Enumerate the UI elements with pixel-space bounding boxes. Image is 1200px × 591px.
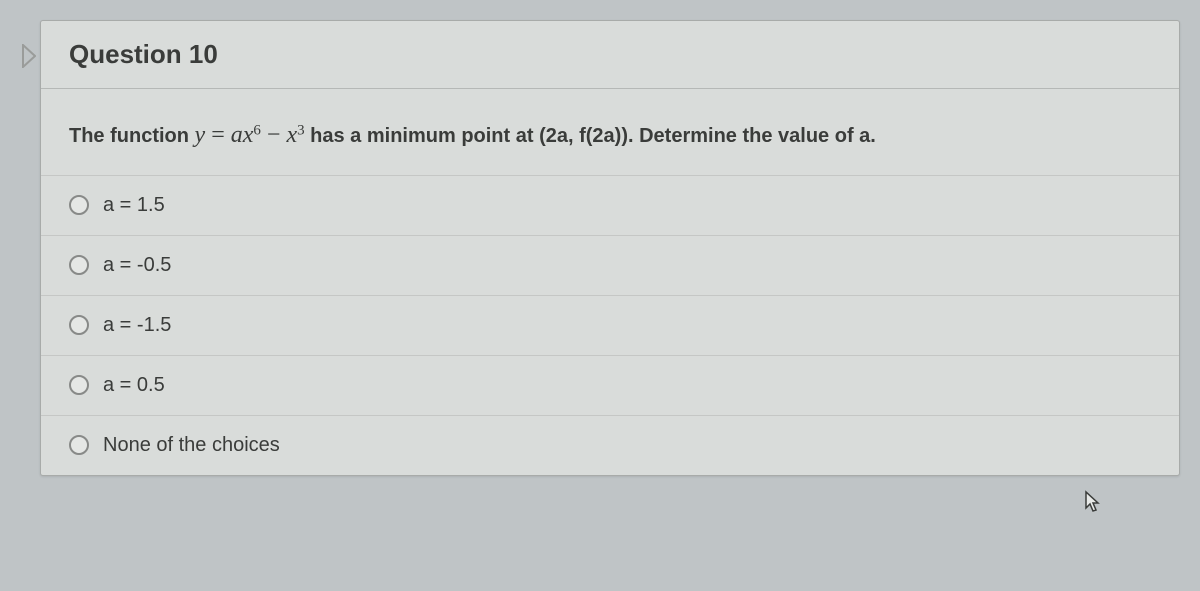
options-list: a = 1.5 a = -0.5 a = -1.5 a = 0.5 None o…	[41, 176, 1179, 475]
question-suffix: has a minimum point at (2a, f(2a)). Dete…	[305, 125, 876, 147]
cursor-icon	[1082, 490, 1102, 514]
equation-x1: x	[243, 122, 254, 148]
radio-icon[interactable]	[69, 315, 89, 335]
radio-icon[interactable]	[69, 375, 89, 395]
option-row[interactable]: a = 1.5	[41, 176, 1179, 236]
radio-icon[interactable]	[69, 435, 89, 455]
option-label: a = 1.5	[103, 194, 165, 217]
question-prefix: The function	[69, 125, 195, 147]
question-header: Question 10	[41, 21, 1179, 89]
equation-eq: =	[205, 122, 231, 148]
radio-icon[interactable]	[69, 255, 89, 275]
question-title: Question 10	[69, 39, 218, 70]
option-label: a = 0.5	[103, 374, 165, 397]
option-label: None of the choices	[103, 434, 280, 457]
equation-x2: x	[286, 122, 297, 148]
question-card: Question 10 The function y = ax6 − x3 ha…	[40, 20, 1180, 476]
equation-exp1: 6	[253, 122, 261, 138]
option-label: a = -0.5	[103, 254, 171, 277]
option-row[interactable]: a = -1.5	[41, 296, 1179, 356]
equation-y: y	[195, 122, 206, 148]
radio-icon[interactable]	[69, 195, 89, 215]
question-text: The function y = ax6 − x3 has a minimum …	[69, 119, 1151, 153]
option-row[interactable]: None of the choices	[41, 416, 1179, 475]
question-body: The function y = ax6 − x3 has a minimum …	[41, 89, 1179, 176]
equation-exp2: 3	[297, 122, 305, 138]
bookmark-marker-icon	[22, 44, 36, 68]
option-row[interactable]: a = -0.5	[41, 236, 1179, 296]
option-row[interactable]: a = 0.5	[41, 356, 1179, 416]
equation-a: a	[231, 122, 243, 148]
equation-minus: −	[261, 122, 287, 148]
option-label: a = -1.5	[103, 314, 171, 337]
